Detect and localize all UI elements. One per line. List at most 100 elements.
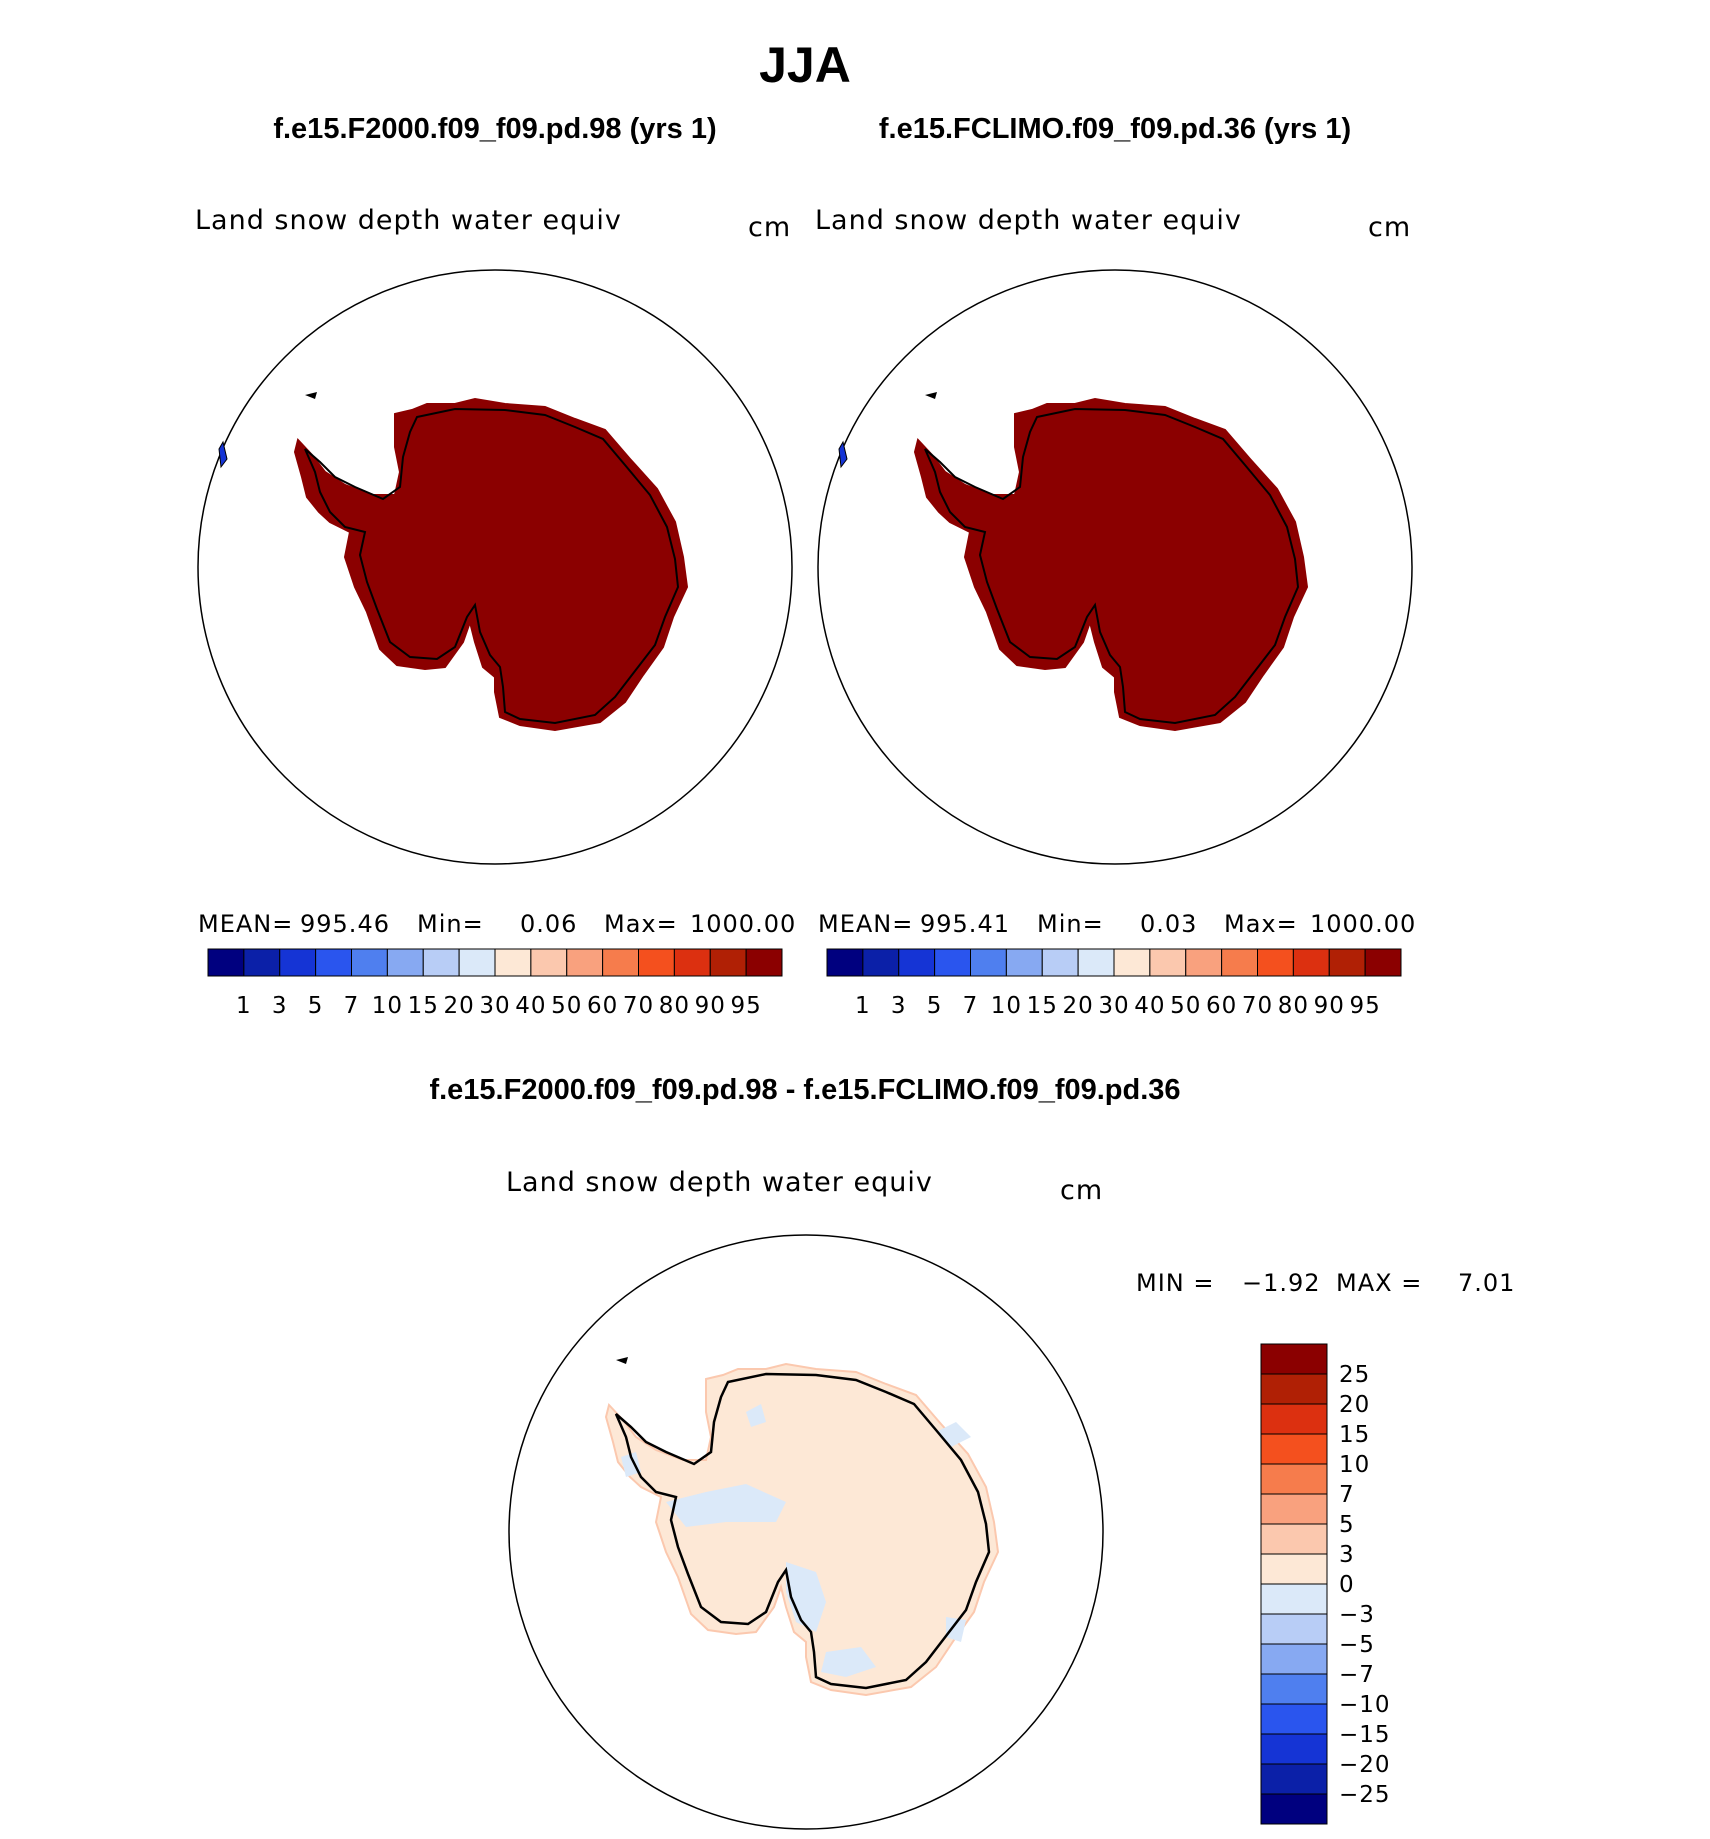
difference-colorbar-tick-label: 5 bbox=[1339, 1512, 1355, 1538]
panel-2-colorbar-swatch bbox=[1364, 948, 1402, 977]
difference-max-value: 7.01 bbox=[1458, 1269, 1515, 1297]
panel-2-colorbar-swatch bbox=[1149, 948, 1187, 977]
figure-title: JJA bbox=[759, 37, 851, 93]
panel-1-colorbar-swatch bbox=[351, 948, 388, 977]
panel-2-colorbar-swatch bbox=[1041, 948, 1079, 977]
panel-1-case-title: f.e15.F2000.f09_f09.pd.98 (yrs 1) bbox=[273, 113, 716, 145]
difference-max-label: MAX = bbox=[1336, 1269, 1422, 1297]
difference-colorbar-swatch bbox=[1260, 1733, 1328, 1765]
panel-2-colorbar: 1 3 5 7 10 15 20 30 40 50 60 70 80 90 95 bbox=[826, 948, 1402, 1019]
panel-2-max-value: 1000.00 bbox=[1310, 910, 1416, 938]
panel-2-colorbar-tick-label: 50 bbox=[1170, 993, 1201, 1019]
panel-1-mean-label: MEAN= bbox=[198, 910, 293, 938]
panel-2-colorbar-tick-label: 3 bbox=[891, 993, 907, 1019]
difference-title: f.e15.F2000.f09_f09.pd.98 - f.e15.FCLIMO… bbox=[429, 1074, 1180, 1106]
difference-colorbar-tick-label: −3 bbox=[1339, 1602, 1375, 1628]
difference-colorbar-tick-label: 7 bbox=[1339, 1482, 1355, 1508]
panel-2-colorbar-swatch bbox=[1077, 948, 1115, 977]
panel-1-colorbar-tick-label: 90 bbox=[695, 993, 726, 1019]
panel-1-colorbar-tick-label: 50 bbox=[551, 993, 582, 1019]
difference-colorbar-tick-label: −7 bbox=[1339, 1662, 1375, 1688]
panel-2-colorbar-swatch bbox=[1113, 948, 1151, 977]
difference-colorbar-swatch bbox=[1260, 1493, 1328, 1525]
panel-1-colorbar-swatch bbox=[566, 948, 604, 977]
panel-1-colorbar-tick-label: 5 bbox=[308, 993, 324, 1019]
panel-1-colorbar-swatch bbox=[745, 948, 783, 977]
panel-2-colorbar-tick-label: 1 bbox=[855, 993, 871, 1019]
difference-min-value: −1.92 bbox=[1242, 1269, 1321, 1297]
panel-1-colorbar-swatch bbox=[673, 948, 711, 977]
difference-colorbar-tick-label: −5 bbox=[1339, 1632, 1375, 1658]
panel-1-min-label: Min= bbox=[417, 910, 484, 938]
panel-1-max-value: 1000.00 bbox=[690, 910, 796, 938]
panel-2-colorbar-swatch bbox=[1328, 948, 1366, 977]
panel-1-colorbar-swatch bbox=[243, 948, 281, 977]
panel-2-colorbar-tick-label: 80 bbox=[1278, 993, 1309, 1019]
panel-1-colorbar-swatch bbox=[458, 948, 496, 977]
panel-1-colorbar-swatch bbox=[494, 948, 532, 977]
panel-1-colorbar-tick-label: 10 bbox=[372, 993, 403, 1019]
panel-1-mean-value: 995.46 bbox=[300, 910, 390, 938]
panel-2-colorbar-tick-label: 10 bbox=[991, 993, 1022, 1019]
panel-1-colorbar-tick-label: 20 bbox=[443, 993, 474, 1019]
panel-2-colorbar-swatch bbox=[1257, 948, 1294, 977]
panel-2-colorbar-swatch bbox=[862, 948, 900, 977]
difference-colorbar-tick-label: 0 bbox=[1339, 1572, 1355, 1598]
panel-2-polar-map bbox=[817, 269, 1413, 865]
panel-1-min-value: 0.06 bbox=[520, 910, 577, 938]
difference-colorbar-tick-label: 10 bbox=[1339, 1452, 1370, 1478]
panel-1-colorbar-swatch bbox=[422, 948, 460, 977]
panel-1-colorbar-tick-label: 7 bbox=[344, 993, 360, 1019]
panel-1-colorbar-tick-label: 40 bbox=[515, 993, 546, 1019]
difference-colorbar-swatch bbox=[1260, 1433, 1328, 1465]
difference-colorbar-swatch bbox=[1260, 1403, 1328, 1435]
difference-colorbar-tick-label: −10 bbox=[1339, 1692, 1391, 1718]
panel-2-colorbar-tick-label: 20 bbox=[1062, 993, 1093, 1019]
difference-units-label: cm bbox=[1060, 1175, 1103, 1206]
panel-1-colorbar-tick-label: 60 bbox=[587, 993, 618, 1019]
panel-1-colorbar-tick-label: 3 bbox=[272, 993, 288, 1019]
difference-colorbar-swatch bbox=[1260, 1343, 1328, 1375]
panel-2-colorbar-tick-label: 5 bbox=[927, 993, 943, 1019]
difference-colorbar: 25 20 15 10 7 5 3 0 −3 −5 −7 −10 −15 −20 −25 bbox=[1260, 1343, 1391, 1825]
panel-1-colorbar-tick-label: 70 bbox=[623, 993, 654, 1019]
difference-panel: f.e15.F2000.f09_f09.pd.98 - f.e15.FCLIMO… bbox=[429, 1074, 1515, 1830]
difference-colorbar-swatch bbox=[1260, 1583, 1328, 1615]
difference-colorbar-tick-label: 20 bbox=[1339, 1392, 1370, 1418]
panel-1-colorbar-tick-label: 1 bbox=[236, 993, 252, 1019]
panel-2-mean-value: 995.41 bbox=[920, 910, 1010, 938]
difference-colorbar-tick-label: 15 bbox=[1339, 1422, 1370, 1448]
difference-colorbar-swatch bbox=[1260, 1763, 1328, 1795]
difference-variable-label: Land snow depth water equiv bbox=[506, 1167, 933, 1198]
panel-1-colorbar: 1 3 5 7 10 15 20 30 40 50 60 70 80 90 95 bbox=[207, 948, 783, 1019]
panel-2-colorbar-swatch bbox=[1005, 948, 1043, 977]
panel-1-colorbar-swatch bbox=[279, 948, 317, 977]
difference-range: MIN = −1.92 MAX = 7.01 bbox=[1136, 1269, 1515, 1297]
panel-1-colorbar-tick-label: 30 bbox=[479, 993, 510, 1019]
panel-1-colorbar-swatch bbox=[602, 948, 639, 977]
panel-1-variable-label: Land snow depth water equiv bbox=[195, 205, 622, 236]
panel-1: f.e15.F2000.f09_f09.pd.98 (yrs 1) Land s… bbox=[195, 113, 796, 1019]
panel-1-colorbar-swatch bbox=[386, 948, 424, 977]
panel-1-colorbar-swatch bbox=[638, 948, 675, 977]
difference-colorbar-swatch bbox=[1260, 1463, 1328, 1495]
panel-2-colorbar-tick-label: 90 bbox=[1314, 993, 1345, 1019]
panel-2-colorbar-swatch bbox=[1185, 948, 1223, 977]
difference-colorbar-tick-label: −25 bbox=[1339, 1782, 1391, 1808]
panel-2-colorbar-swatch bbox=[1221, 948, 1258, 977]
difference-colorbar-tick-label: 25 bbox=[1339, 1362, 1370, 1388]
panel-2-colorbar-tick-label: 30 bbox=[1098, 993, 1129, 1019]
difference-colorbar-swatch bbox=[1260, 1613, 1328, 1645]
panel-2-colorbar-swatch bbox=[934, 948, 971, 977]
panel-2-colorbar-tick-label: 7 bbox=[963, 993, 979, 1019]
panel-2-variable-label: Land snow depth water equiv bbox=[815, 205, 1242, 236]
panel-2-colorbar-swatch bbox=[970, 948, 1007, 977]
panel-1-colorbar-swatch bbox=[709, 948, 747, 977]
panel-1-colorbar-tick-label: 95 bbox=[730, 993, 761, 1019]
panel-2-colorbar-swatch bbox=[826, 948, 864, 977]
panel-1-colorbar-tick-label: 15 bbox=[408, 993, 439, 1019]
panel-2-min-label: Min= bbox=[1037, 910, 1104, 938]
difference-polar-map bbox=[508, 1234, 1104, 1830]
panel-2-colorbar-tick-label: 70 bbox=[1242, 993, 1273, 1019]
